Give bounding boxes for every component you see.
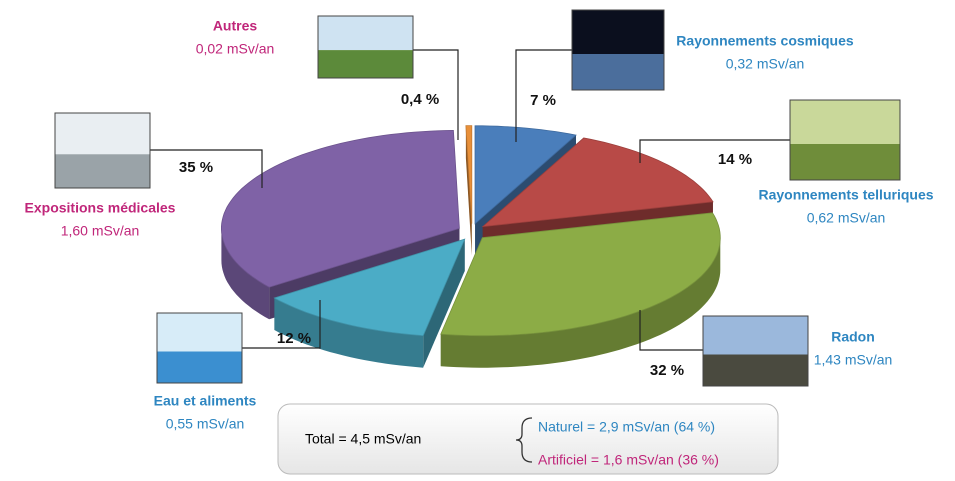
slice: [221, 129, 460, 288]
photo-ground: [55, 154, 150, 188]
dose-label: 0,32 mSv/an: [726, 56, 805, 72]
dose-label: 0,55 mSv/an: [166, 416, 245, 432]
slice: [440, 212, 721, 337]
brace: [515, 417, 533, 463]
photo: [702, 315, 809, 387]
photo-frame: [789, 99, 901, 181]
slice: [273, 238, 466, 337]
slice-side: [274, 298, 424, 368]
photo: [54, 112, 151, 189]
photo-ground: [790, 144, 900, 180]
summary-total: Total = 4,5 mSv/an: [305, 431, 421, 447]
photo-sky: [572, 10, 664, 54]
value-label: 12 %: [277, 330, 311, 347]
leader-line: [639, 310, 703, 351]
photo-frame: [317, 15, 414, 79]
photo-sky: [703, 316, 808, 355]
photo-ground: [157, 351, 242, 383]
category-label: Eau et aliments: [154, 393, 257, 409]
dose-label: 1,60 mSv/an: [61, 223, 140, 239]
photo-frame: [156, 312, 243, 384]
dose-label: 0,02 mSv/an: [196, 41, 275, 57]
photo-sky: [157, 313, 242, 352]
summary-artificiel: Artificiel = 1,6 mSv/an (36 %): [538, 452, 719, 468]
category-label: Rayonnements telluriques: [758, 187, 933, 203]
photo: [156, 312, 243, 384]
pie: [221, 125, 721, 368]
photo-sky: [318, 16, 413, 51]
leader-line: [242, 300, 321, 349]
photo: [571, 9, 665, 91]
photo-frame: [571, 9, 665, 91]
slice: [465, 125, 473, 224]
photo-sky: [55, 113, 150, 155]
photo-ground: [318, 50, 413, 78]
value-label: 7 %: [530, 92, 556, 109]
slice-side: [221, 228, 270, 320]
category-label: Autres: [213, 18, 258, 34]
photo-frame: [54, 112, 151, 189]
photo-sky: [790, 100, 900, 144]
photo: [317, 15, 414, 79]
value-label: 0,4 %: [401, 91, 439, 108]
dose-label: 0,62 mSv/an: [807, 210, 886, 226]
photo-ground: [572, 54, 664, 90]
category-label: Rayonnements cosmiques: [676, 33, 854, 49]
photo-frame: [702, 315, 809, 387]
summary-box: [277, 403, 779, 475]
leader-line: [150, 149, 263, 188]
slice: [481, 137, 714, 228]
category-label: Radon: [831, 329, 875, 345]
value-label: 14 %: [718, 151, 752, 168]
summary-naturel: Naturel = 2,9 mSv/an (64 %): [538, 419, 715, 435]
leader-line: [515, 49, 572, 142]
slice-wall: [465, 125, 472, 256]
leader-line: [639, 139, 790, 163]
annotations: Rayonnements cosmiques 0,32 mSv/an 7 % Rayo…: [25, 9, 934, 432]
photo: [789, 99, 901, 181]
slice: [474, 125, 577, 225]
value-label: 35 %: [179, 159, 213, 176]
photo-ground: [703, 354, 808, 386]
dose-label: 1,43 mSv/an: [814, 352, 893, 368]
category-label: Expositions médicales: [25, 200, 176, 216]
leader-line: [413, 49, 459, 140]
value-label: 32 %: [650, 362, 684, 379]
